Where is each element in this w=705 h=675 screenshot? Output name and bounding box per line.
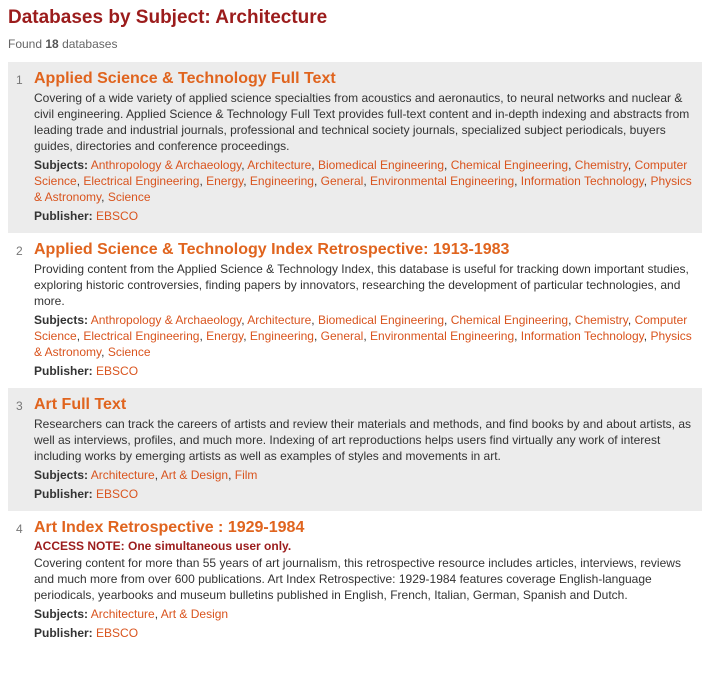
publisher-label: Publisher:: [34, 364, 93, 378]
publisher-link[interactable]: EBSCO: [96, 626, 139, 640]
subject-link[interactable]: Information Technology: [520, 329, 644, 343]
subject-link[interactable]: Architecture: [90, 468, 155, 482]
result-number: 4: [16, 522, 23, 536]
subject-link[interactable]: Environmental Engineering: [370, 329, 515, 343]
subjects-label: Subjects:: [34, 158, 89, 172]
subjects-label: Subjects:: [34, 468, 89, 482]
publisher-row: Publisher: EBSCO: [34, 486, 692, 502]
result-number: 1: [16, 73, 23, 87]
result-item: 2 Applied Science & Technology Index Retr…: [8, 233, 702, 388]
subject-link[interactable]: Science: [107, 345, 151, 359]
subject-link[interactable]: Chemical Engineering: [450, 313, 569, 327]
results-count: Found 18 databases: [8, 36, 117, 52]
access-note: ACCESS NOTE: One simultaneous user only.: [34, 539, 292, 553]
found-count: 18: [45, 37, 59, 51]
results-list: 1 Applied Science & Technology Full Text C…: [8, 62, 702, 650]
subject-link[interactable]: Art & Design: [160, 607, 229, 621]
subject-link[interactable]: Energy: [206, 329, 244, 343]
publisher-link[interactable]: EBSCO: [96, 364, 139, 378]
result-title-link[interactable]: Applied Science & Technology Index Retro…: [34, 241, 510, 258]
result-item: 4 Art Index Retrospective : 1929-1984 ACCE…: [8, 511, 702, 650]
result-number: 2: [16, 244, 23, 258]
publisher-row: Publisher: EBSCO: [34, 625, 692, 641]
publisher-link[interactable]: EBSCO: [96, 209, 139, 223]
subject-link[interactable]: Physics & Astronomy: [34, 174, 692, 204]
result-item: 3 Art Full Text Researchers can track the …: [8, 388, 702, 511]
subject-link[interactable]: Engineering: [249, 329, 314, 343]
publisher-label: Publisher:: [34, 209, 93, 223]
result-item: 1 Applied Science & Technology Full Text C…: [8, 62, 702, 233]
subjects-label: Subjects:: [34, 313, 89, 327]
subject-link[interactable]: Biomedical Engineering: [317, 158, 445, 172]
publisher-link[interactable]: EBSCO: [96, 487, 139, 501]
subject-link[interactable]: Film: [234, 468, 258, 482]
subject-link[interactable]: Biomedical Engineering: [317, 313, 445, 327]
subject-link[interactable]: Chemistry: [574, 158, 628, 172]
subject-link[interactable]: Physics & Astronomy: [34, 329, 692, 359]
result-title-link[interactable]: Art Index Retrospective : 1929-1984: [34, 519, 305, 536]
found-prefix: Found: [8, 37, 43, 51]
subject-link[interactable]: Architecture: [247, 313, 312, 327]
subject-link[interactable]: Chemical Engineering: [450, 158, 569, 172]
subject-link[interactable]: Art & Design: [160, 468, 229, 482]
subject-link[interactable]: Architecture: [90, 607, 155, 621]
subject-link[interactable]: Electrical Engineering: [83, 174, 200, 188]
result-description: Covering content for more than 55 years …: [34, 556, 681, 602]
subjects-row: Subjects: Anthropology & Archaeology, Ar…: [34, 313, 692, 359]
subjects-row: Subjects: Architecture, Art & Design, Fi…: [34, 468, 258, 482]
subject-link[interactable]: Computer Science: [34, 158, 688, 188]
publisher-row: Publisher: EBSCO: [34, 208, 692, 224]
result-title-link[interactable]: Applied Science & Technology Full Text: [34, 70, 336, 87]
subject-link[interactable]: Anthropology & Archaeology: [90, 158, 242, 172]
subject-link[interactable]: Science: [107, 190, 151, 204]
page-title: Databases by Subject: Architecture: [8, 7, 328, 28]
subject-link[interactable]: Energy: [206, 174, 244, 188]
subjects-row: Subjects: Anthropology & Archaeology, Ar…: [34, 158, 692, 204]
subject-link[interactable]: Environmental Engineering: [370, 174, 515, 188]
subject-link[interactable]: General: [320, 174, 364, 188]
subject-link[interactable]: Architecture: [247, 158, 312, 172]
result-number: 3: [16, 399, 23, 413]
subject-link[interactable]: Information Technology: [520, 174, 644, 188]
subject-link[interactable]: Chemistry: [574, 313, 628, 327]
subject-link[interactable]: Engineering: [249, 174, 314, 188]
result-description: Covering of a wide variety of applied sc…: [34, 91, 690, 153]
subject-link[interactable]: Electrical Engineering: [83, 329, 200, 343]
subject-link[interactable]: Anthropology & Archaeology: [90, 313, 242, 327]
result-description: Researchers can track the careers of art…: [34, 417, 691, 463]
publisher-label: Publisher:: [34, 487, 93, 501]
publisher-label: Publisher:: [34, 626, 93, 640]
found-suffix: databases: [62, 37, 118, 51]
subjects-label: Subjects:: [34, 607, 89, 621]
subject-link[interactable]: General: [320, 329, 364, 343]
result-description: Providing content from the Applied Scien…: [34, 262, 689, 308]
subjects-row: Subjects: Architecture, Art & Design: [34, 607, 229, 621]
result-title-link[interactable]: Art Full Text: [34, 396, 127, 413]
subject-link[interactable]: Computer Science: [34, 313, 688, 343]
publisher-row: Publisher: EBSCO: [34, 363, 692, 379]
